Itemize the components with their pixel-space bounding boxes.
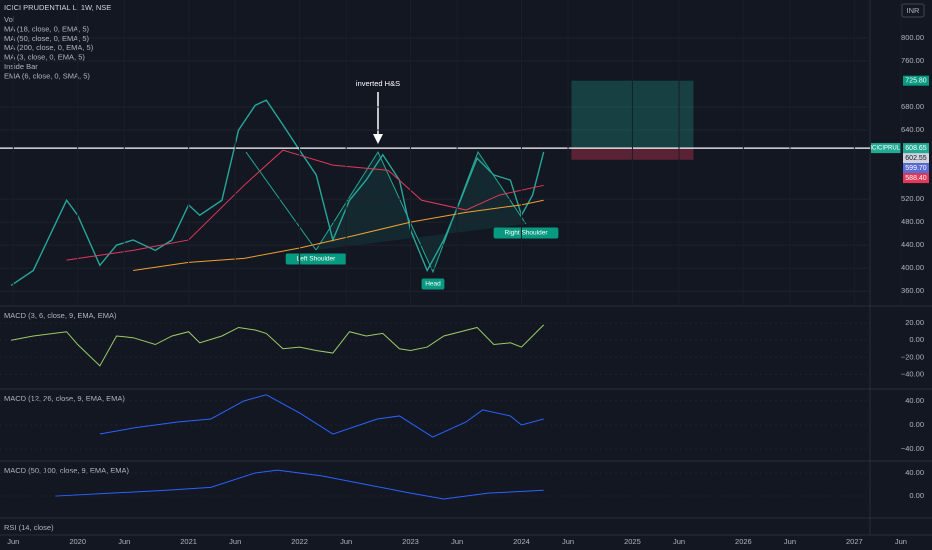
y-tick-label: 0.00 <box>909 335 924 344</box>
indicator-label: MA (200, close, 0, EMA, 5) <box>4 43 94 52</box>
pattern-outline <box>245 151 317 251</box>
price-line <box>55 469 544 500</box>
indicator-label: Inside Bar <box>4 62 38 71</box>
y-tick-label: −20.00 <box>901 352 924 361</box>
symbol-tag <box>871 143 901 154</box>
x-tick-label: 2026 <box>735 537 752 546</box>
price-tag <box>903 163 929 174</box>
price-tag-label: 608.65 <box>905 145 927 152</box>
indicator-label: Vol <box>4 15 15 24</box>
indicator-label: MA (18, close, 0, EMA, 5) <box>4 24 90 33</box>
y-tick-label: 800.00 <box>901 33 924 42</box>
x-tick-label: 2020 <box>69 537 86 546</box>
y-tick-label: 400.00 <box>901 263 924 272</box>
moving-average <box>66 149 544 261</box>
price-line <box>99 394 544 438</box>
price-tag <box>903 153 929 164</box>
y-tick-label: 40.00 <box>905 396 924 405</box>
y-tick-label: 520.00 <box>901 194 924 203</box>
currency-box <box>901 3 925 18</box>
y-tick-label: 440.00 <box>901 240 924 249</box>
x-tick-label: 2021 <box>180 537 197 546</box>
y-tick-label: 680.00 <box>901 102 924 111</box>
panel-title: MACD (50, 100, close, 9, EMA, EMA) <box>4 466 130 475</box>
annotation: inverted H&S <box>356 79 400 88</box>
price-tag <box>903 143 929 154</box>
annotation: Left Shoulder <box>297 256 337 263</box>
currency: INR <box>907 6 921 15</box>
y-tick-label: 0.00 <box>909 491 924 500</box>
x-tick-label: 2027 <box>846 537 863 546</box>
panel-title: RSI (14, close) <box>4 523 54 532</box>
chart-title: ICICI PRUDENTIAL L, 1W, NSE <box>4 3 111 12</box>
x-tick-label: Jun <box>340 537 352 546</box>
price-tag-label: 588.40 <box>905 175 927 182</box>
annotation-box <box>493 227 559 239</box>
panel-title: MACD (3, 6, close, 9, EMA, EMA) <box>4 311 117 320</box>
annotation-box <box>421 278 445 290</box>
annotation-arrowhead <box>373 134 383 144</box>
price-tag <box>903 75 929 86</box>
x-tick-label: Jun <box>562 537 574 546</box>
y-tick-label: 0.00 <box>909 420 924 429</box>
price-tag-label: 599.70 <box>905 165 927 172</box>
pattern-outline <box>315 150 527 274</box>
y-tick-label: 40.00 <box>905 468 924 477</box>
y-tick-label: 360.00 <box>901 286 924 295</box>
x-tick-label: 2025 <box>624 537 641 546</box>
y-tick-label: −40.00 <box>901 444 924 453</box>
y-tick-label: 760.00 <box>901 56 924 65</box>
indicator-label: MA (3, close, 0, EMA, 5) <box>4 53 85 62</box>
annotation: Head <box>425 281 441 288</box>
x-tick-label: Jun <box>229 537 241 546</box>
annotation-box <box>285 253 347 265</box>
x-tick-label: Jun <box>784 537 796 546</box>
x-tick-label: 2023 <box>402 537 419 546</box>
x-tick-label: 2024 <box>513 537 530 546</box>
panel-title: MACD (12, 26, close, 9, EMA, EMA) <box>4 394 125 403</box>
indicator-label: EMA (6, close, 0, SMA, 5) <box>4 71 90 80</box>
price-line <box>11 324 545 367</box>
y-tick-label: 640.00 <box>901 125 924 134</box>
x-tick-label: Jun <box>673 537 685 546</box>
symbol-label: ICICIPRULI <box>870 146 902 152</box>
x-tick-label: 2022 <box>291 537 308 546</box>
x-tick-label: Jun <box>118 537 130 546</box>
x-tick-label: Jun <box>7 537 19 546</box>
price-tag-label: 602.55 <box>905 155 927 162</box>
annotation: Right Shoulder <box>505 230 549 237</box>
moving-average <box>133 199 544 271</box>
y-tick-label: 480.00 <box>901 217 924 226</box>
price-tag <box>903 173 929 184</box>
y-tick-label: −40.00 <box>901 369 924 378</box>
indicator-label: MA (50, close, 0, EMA, 5) <box>4 34 90 43</box>
x-tick-label: Jun <box>895 537 907 546</box>
y-tick-label: 20.00 <box>905 318 924 327</box>
price-tag-label: 725.80 <box>905 78 927 85</box>
x-tick-label: Jun <box>451 537 463 546</box>
